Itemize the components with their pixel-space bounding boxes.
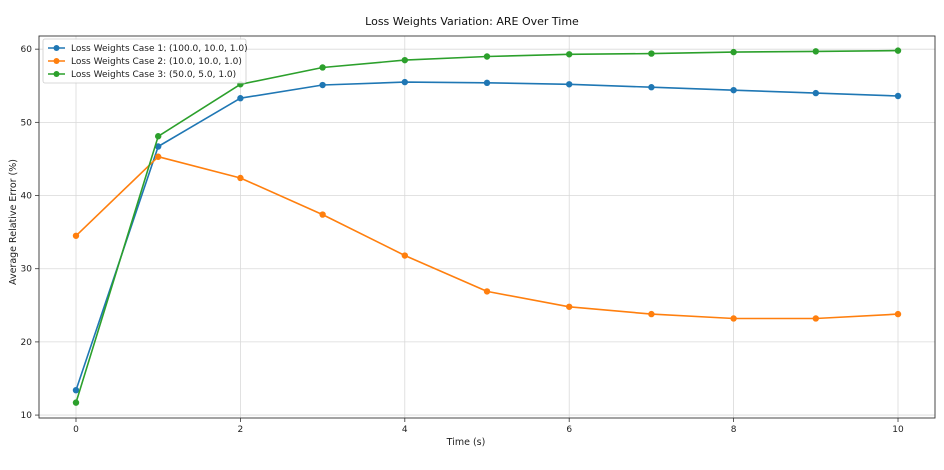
data-point bbox=[648, 50, 655, 57]
y-tick-label: 60 bbox=[21, 45, 33, 55]
grid-lines bbox=[39, 36, 935, 418]
x-tick-label: 4 bbox=[402, 425, 408, 435]
y-tick-label: 50 bbox=[21, 118, 33, 128]
data-series bbox=[72, 47, 902, 406]
data-point bbox=[72, 232, 80, 239]
data-point bbox=[812, 48, 820, 55]
y-tick-label: 40 bbox=[21, 192, 33, 202]
data-point bbox=[483, 79, 491, 87]
axis-ticks: 0 2 4 6 8 10 10 20 30 40 50 60 bbox=[21, 45, 904, 435]
legend-marker bbox=[53, 58, 60, 64]
legend-box bbox=[42, 38, 247, 84]
y-tick-label: 10 bbox=[21, 411, 33, 421]
legend: Loss Weights Case 1: (100.0, 10.0, 1.0) L… bbox=[42, 38, 248, 84]
legend-label: Loss Weights Case 3: (50.0, 5.0, 1.0) bbox=[71, 70, 236, 80]
data-point bbox=[894, 92, 902, 100]
data-point bbox=[154, 153, 162, 160]
data-point bbox=[237, 174, 244, 182]
data-point bbox=[483, 53, 491, 60]
data-point bbox=[319, 211, 326, 218]
legend-item: Loss Weights Case 2: (10.0, 10.0, 1.0) bbox=[48, 57, 242, 67]
legend-marker bbox=[53, 71, 60, 77]
series-case-3 bbox=[72, 47, 902, 406]
legend-label: Loss Weights Case 1: (100.0, 10.0, 1.0) bbox=[71, 44, 248, 54]
plot-area-frame bbox=[38, 35, 936, 419]
data-point bbox=[401, 252, 408, 259]
y-axis-label: Average Relative Error (%) bbox=[8, 159, 19, 285]
legend-marker bbox=[53, 45, 60, 51]
x-tick-label: 0 bbox=[73, 425, 79, 435]
y-tick-label: 20 bbox=[21, 338, 33, 348]
legend-item: Loss Weights Case 1: (100.0, 10.0, 1.0) bbox=[48, 44, 248, 54]
x-axis-label: Time (s) bbox=[446, 437, 486, 448]
data-point bbox=[648, 84, 655, 91]
data-point bbox=[401, 78, 408, 86]
data-point bbox=[812, 315, 820, 322]
data-point bbox=[566, 51, 573, 58]
data-point bbox=[894, 47, 902, 54]
data-point bbox=[72, 399, 80, 406]
data-point bbox=[894, 310, 902, 318]
x-tick-label: 10 bbox=[892, 425, 904, 435]
legend-label: Loss Weights Case 2: (10.0, 10.0, 1.0) bbox=[71, 57, 242, 67]
data-point bbox=[237, 95, 244, 102]
data-point bbox=[483, 288, 491, 295]
series-case-2 bbox=[72, 153, 902, 322]
x-tick-label: 2 bbox=[238, 425, 244, 435]
data-point bbox=[154, 143, 162, 150]
series-case-1 bbox=[72, 78, 902, 394]
data-point bbox=[566, 81, 573, 88]
legend-item: Loss Weights Case 3: (50.0, 5.0, 1.0) bbox=[48, 70, 236, 80]
data-point bbox=[401, 56, 408, 64]
data-point bbox=[319, 81, 326, 89]
data-point bbox=[730, 315, 737, 322]
data-point bbox=[730, 48, 737, 56]
data-point bbox=[566, 303, 573, 310]
data-point bbox=[72, 386, 80, 394]
x-tick-label: 6 bbox=[566, 425, 572, 435]
data-point bbox=[730, 86, 737, 94]
chart-title: Loss Weights Variation: ARE Over Time bbox=[365, 15, 579, 28]
y-tick-label: 30 bbox=[21, 265, 33, 275]
data-point bbox=[319, 64, 326, 71]
x-tick-label: 8 bbox=[731, 425, 737, 435]
data-point bbox=[812, 89, 820, 97]
data-point bbox=[648, 310, 655, 318]
data-point bbox=[154, 133, 162, 140]
